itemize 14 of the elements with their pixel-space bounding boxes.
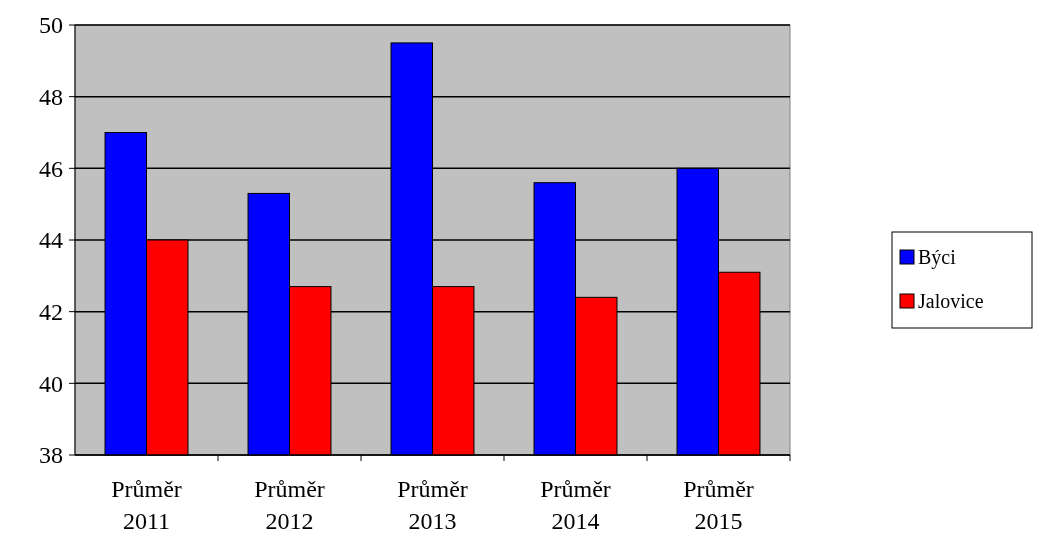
x-tick-label: Průměr 2012 [254,476,325,534]
x-tick-label: Průměr 2014 [540,476,611,534]
y-tick-label: 46 [39,155,63,182]
x-tick-label: Průměr 2015 [683,476,754,534]
y-tick-label: 38 [39,442,63,469]
y-tick-label: 44 [39,227,63,254]
x-tick-label: Průměr 2011 [111,476,182,534]
y-tick-label: 40 [39,370,63,397]
y-tick-label: 42 [39,299,63,326]
y-tick-label: 50 [39,12,63,39]
legend-label: Býci [918,246,957,269]
legend-label: Jalovice [918,290,984,312]
x-tick-label: Průměr 2013 [397,476,468,534]
y-tick-label: 48 [39,84,63,111]
